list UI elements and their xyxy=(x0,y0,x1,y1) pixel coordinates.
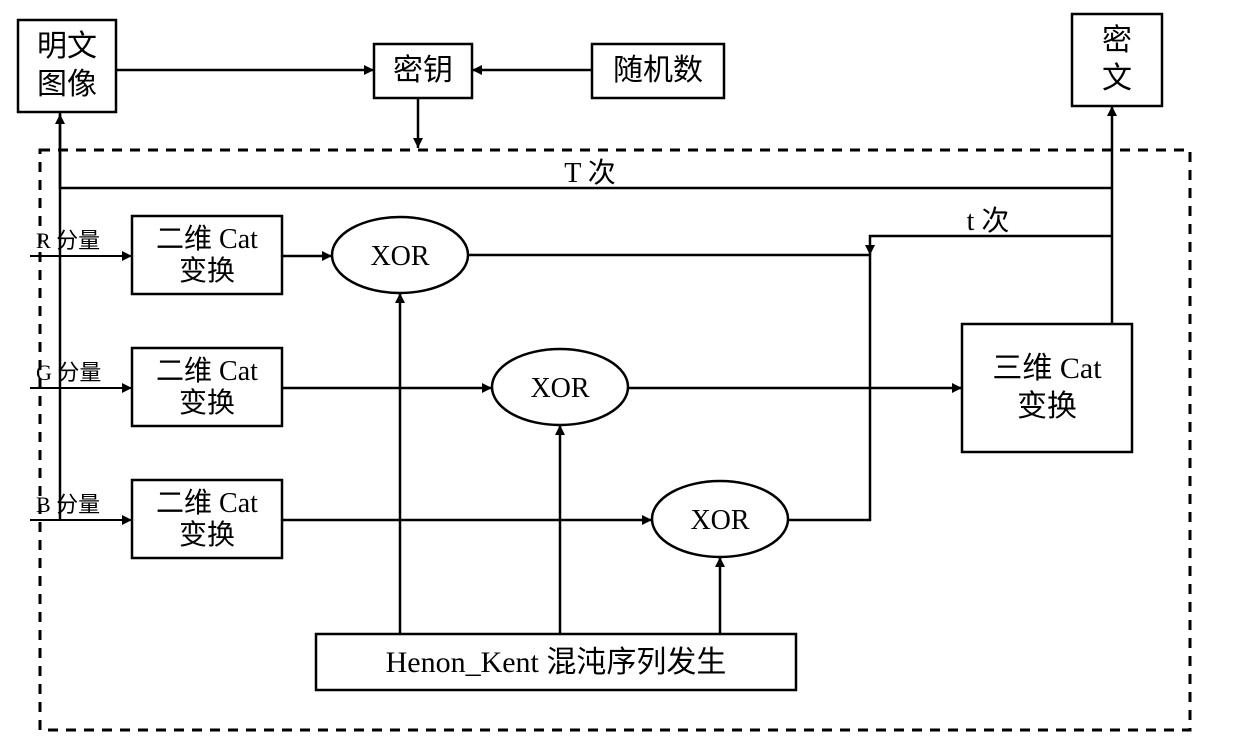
key-box: 密钥 xyxy=(374,44,472,98)
cat2d-g-l2: 变换 xyxy=(179,387,235,419)
henon-label: Henon_Kent 混沌序列发生 xyxy=(386,646,727,679)
cat2d-g-l1: 二维 Cat xyxy=(156,355,258,387)
cipher-line1: 密 xyxy=(1102,24,1132,57)
henon-kent-box: Henon_Kent 混沌序列发生 xyxy=(316,634,796,690)
cat2d-b-box: 二维 Cat 变换 xyxy=(132,480,282,558)
cat3d-box: 三维 Cat 变换 xyxy=(962,324,1132,452)
xor-b-label: XOR xyxy=(690,505,749,536)
plaintext-line1: 明文 xyxy=(37,30,97,63)
xor-b-node: XOR xyxy=(652,481,788,557)
cat2d-b-l2: 变换 xyxy=(179,519,235,551)
plaintext-line2: 图像 xyxy=(37,68,97,101)
cat2d-r-l2: 变换 xyxy=(179,255,235,287)
cat3d-l1: 三维 Cat xyxy=(992,352,1102,385)
inner-loop-label: t 次 xyxy=(967,205,1010,237)
outer-loop-label: T 次 xyxy=(564,157,616,189)
edge-t-loop xyxy=(870,236,1112,255)
xor-g-node: XOR xyxy=(492,349,628,425)
cipher-line2: 文 xyxy=(1102,62,1132,95)
random-box: 随机数 xyxy=(592,44,724,98)
key-label: 密钥 xyxy=(393,54,453,87)
cat3d-l2: 变换 xyxy=(1017,390,1077,423)
xor-g-label: XOR xyxy=(530,373,589,404)
xor-r-label: XOR xyxy=(370,241,429,272)
edge-xorb-merge xyxy=(788,388,870,520)
b-channel-label: B 分量 xyxy=(36,492,100,517)
ciphertext-box: 密 文 xyxy=(1072,14,1162,106)
random-label: 随机数 xyxy=(613,54,703,87)
xor-r-node: XOR xyxy=(332,217,468,293)
plaintext-image-box: 明文 图像 xyxy=(18,20,116,112)
cat2d-g-box: 二维 Cat 变换 xyxy=(132,348,282,426)
cat2d-r-l1: 二维 Cat xyxy=(156,223,258,255)
cat2d-r-box: 二维 Cat 变换 xyxy=(132,216,282,294)
r-channel-label: R 分量 xyxy=(36,228,100,253)
g-channel-label: G 分量 xyxy=(36,360,101,385)
cat2d-b-l1: 二维 Cat xyxy=(156,487,258,519)
